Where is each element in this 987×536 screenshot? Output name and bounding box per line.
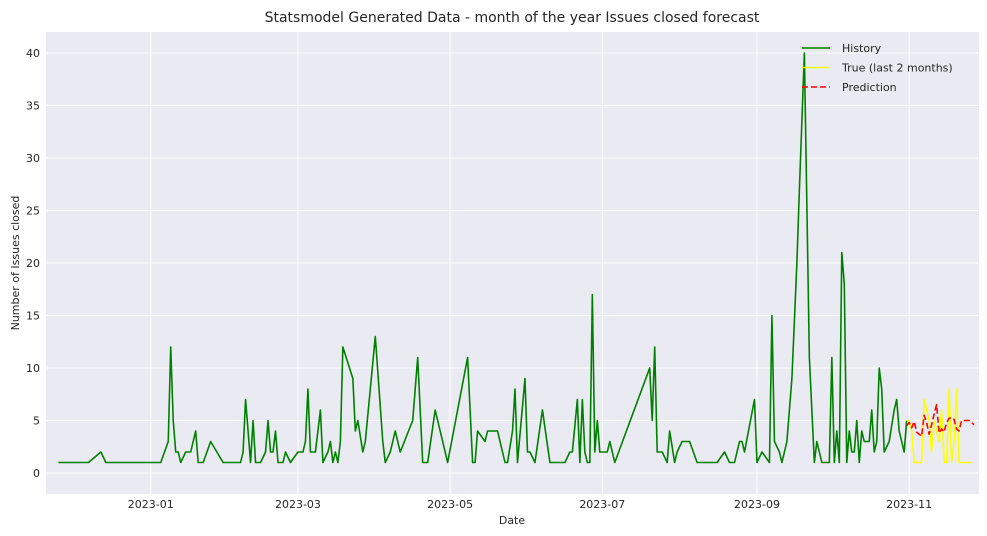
y-tick-label: 5 [33, 415, 40, 428]
x-tick-label: 2023-05 [427, 498, 473, 511]
legend: History True (last 2 months) Prediction [802, 42, 953, 94]
x-tick-label: 2023-03 [275, 498, 321, 511]
prediction-line [906, 403, 975, 438]
true-last-2-months-line [906, 388, 972, 464]
x-tick-label: 2023-09 [734, 498, 780, 511]
y-tick-label: 0 [33, 467, 40, 480]
y-tick-label: 35 [26, 100, 40, 113]
legend-entry: True (last 2 months) [841, 62, 953, 75]
y-tick-label: 10 [26, 362, 40, 375]
y-axis-label: Number of Issues closed [9, 196, 22, 331]
x-tick-label: 2023-01 [128, 498, 174, 511]
history-line [58, 52, 908, 464]
y-tick-label: 20 [26, 257, 40, 270]
x-tick-label: 2023-11 [886, 498, 932, 511]
x-tick-label: 2023-07 [579, 498, 625, 511]
legend-entry: History [842, 42, 882, 55]
x-axis-label: Date [499, 514, 526, 527]
chart-title: Statsmodel Generated Data - month of the… [265, 10, 760, 26]
y-tick-label: 25 [26, 205, 40, 218]
axis-ticks: 0 5 10 15 20 25 30 35 40 2023-01 2023-03 2023-05 202… [26, 47, 932, 511]
legend-entry: Prediction [842, 81, 897, 94]
y-tick-label: 40 [26, 47, 40, 60]
y-tick-label: 15 [26, 310, 40, 323]
y-tick-label: 30 [26, 152, 40, 165]
series-layer [58, 52, 975, 464]
